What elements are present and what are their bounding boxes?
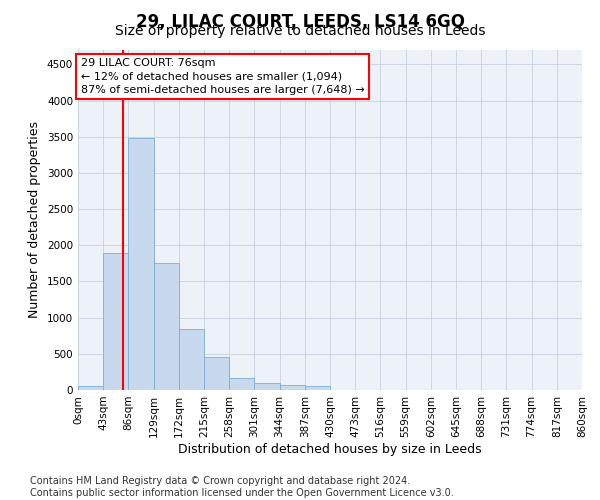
Bar <box>254 383 280 390</box>
Text: 29 LILAC COURT: 76sqm
← 12% of detached houses are smaller (1,094)
87% of semi-d: 29 LILAC COURT: 76sqm ← 12% of detached … <box>80 58 364 95</box>
Bar <box>179 329 204 390</box>
Text: Contains HM Land Registry data © Crown copyright and database right 2024.
Contai: Contains HM Land Registry data © Crown c… <box>30 476 454 498</box>
Text: 29, LILAC COURT, LEEDS, LS14 6GQ: 29, LILAC COURT, LEEDS, LS14 6GQ <box>136 12 464 30</box>
Bar <box>128 138 154 390</box>
Bar <box>280 386 305 390</box>
Bar <box>78 386 103 390</box>
Bar <box>154 262 179 390</box>
X-axis label: Distribution of detached houses by size in Leeds: Distribution of detached houses by size … <box>178 442 482 456</box>
Bar <box>204 358 229 390</box>
Bar <box>103 252 128 390</box>
Text: Size of property relative to detached houses in Leeds: Size of property relative to detached ho… <box>115 24 485 38</box>
Bar <box>305 386 330 390</box>
Bar <box>229 378 254 390</box>
Y-axis label: Number of detached properties: Number of detached properties <box>28 122 41 318</box>
